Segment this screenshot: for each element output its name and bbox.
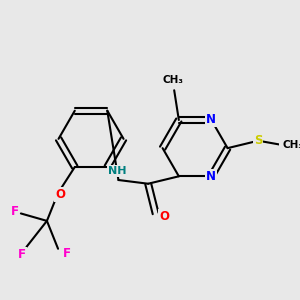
Text: CH₃: CH₃ — [163, 75, 184, 85]
Text: F: F — [18, 248, 26, 261]
Text: N: N — [206, 113, 216, 127]
Text: O: O — [159, 210, 169, 223]
Text: NH: NH — [108, 166, 127, 176]
Text: S: S — [254, 134, 262, 147]
Text: O: O — [55, 188, 65, 201]
Text: CH₃: CH₃ — [282, 140, 300, 150]
Text: N: N — [206, 170, 216, 183]
Text: F: F — [11, 205, 18, 218]
Text: F: F — [62, 247, 70, 260]
